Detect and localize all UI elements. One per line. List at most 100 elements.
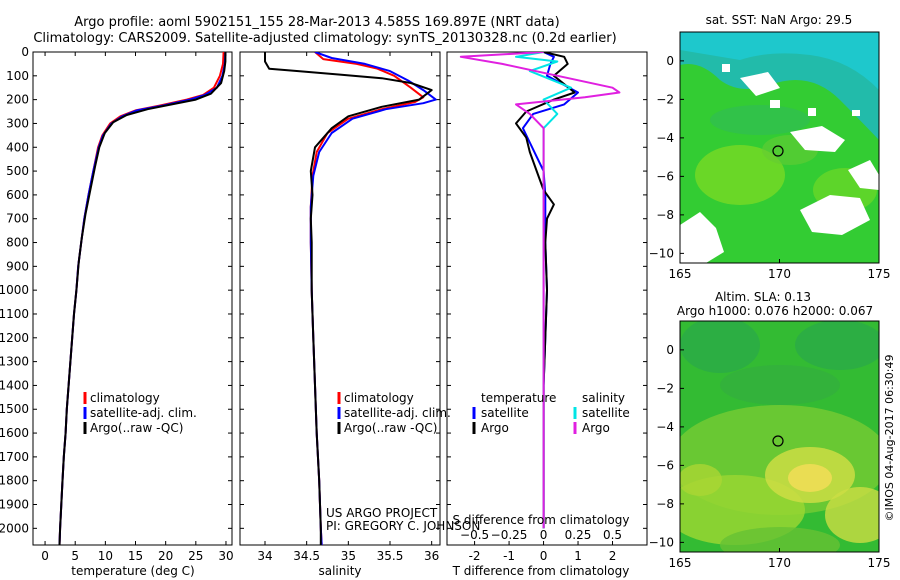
map-y-tick-label: −10 — [649, 535, 674, 549]
y-tick-label: 2000 — [0, 521, 29, 535]
difference-axes: -2 -1 0 1 2 −0.5 −0.25 0 0.25 0.5 — [447, 51, 647, 563]
x-tick-label-t: -2 — [469, 549, 481, 563]
series-line-climatology — [309, 52, 425, 545]
x-tick-label-s: −0.5 — [460, 528, 489, 542]
x-tick-label: 34.5 — [293, 549, 320, 563]
y-tick-label: 1300 — [0, 355, 29, 369]
y-tick-label: 800 — [6, 236, 29, 250]
x-tick-label: 36 — [424, 549, 439, 563]
x-tick-label: 34 — [257, 549, 272, 563]
y-tick-label: 1800 — [0, 474, 29, 488]
y-tick-label: 1500 — [0, 402, 29, 416]
legend-argo: Argo(..raw -QC) — [344, 421, 437, 435]
credit-pi: PI: GREGORY C. JOHNSON — [326, 519, 480, 533]
y-tick-label: 1400 — [0, 378, 29, 392]
x-tick-label-t: 1 — [574, 549, 582, 563]
sla-map-title-1: Altim. SLA: 0.13 — [715, 290, 811, 304]
series-line-t-satellite — [521, 52, 579, 529]
map-y-tick-label: −6 — [656, 458, 674, 472]
sla-map — [679, 320, 880, 553]
title-line-2: Climatology: CARS2009. Satellite-adjuste… — [33, 31, 616, 46]
legend-satellite: satellite-adj. clim. — [344, 406, 451, 420]
series-line-t-argo — [515, 52, 576, 529]
salinity-legend: climatology satellite-adj. clim. Argo(..… — [337, 391, 451, 435]
map-x-tick-label: 170 — [768, 267, 791, 281]
sst-map-title: sat. SST: NaN Argo: 29.5 — [706, 13, 853, 27]
x-tick-label-s: 0 — [540, 528, 548, 542]
x-tick-label-s: −0.25 — [491, 528, 528, 542]
credit-project: US ARGO PROJECT — [326, 506, 438, 520]
legend-temperature-title: temperature — [481, 391, 556, 405]
y-tick-label: 500 — [6, 164, 29, 178]
temperature-xlabel: temperature (deg C) — [71, 564, 194, 578]
map-y-tick-label: −2 — [656, 92, 674, 106]
series-line-satellite — [58, 52, 227, 545]
x-tick-label: 15 — [128, 549, 143, 563]
sst-argo-location-marker — [772, 145, 784, 157]
legend-s-argo: Argo — [582, 421, 610, 435]
legend-climatology: climatology — [90, 391, 160, 405]
legend-t-satellite: satellite — [481, 406, 529, 420]
x-tick-label: 0 — [41, 549, 49, 563]
temperature-plot-frame — [32, 51, 233, 546]
x-tick-label: 10 — [98, 549, 113, 563]
legend-satellite: satellite-adj. clim. — [90, 406, 197, 420]
map-x-tick-label: 165 — [669, 267, 692, 281]
title-line-1: Argo profile: aoml 5902151_155 28-Mar-20… — [74, 15, 559, 30]
y-tick-label: 0 — [21, 45, 29, 59]
temperature-lines — [58, 52, 227, 545]
map-y-tick-label: −10 — [649, 246, 674, 260]
y-tick-label: 300 — [6, 116, 29, 130]
y-tick-label: 100 — [6, 69, 29, 83]
map-x-tick-label: 175 — [868, 267, 891, 281]
imos-timestamp: ©IMOS 04-Aug-2017 06:30:49 — [883, 355, 896, 522]
map-y-tick-label: −8 — [656, 497, 674, 511]
map-x-tick-label: 165 — [669, 556, 692, 570]
y-tick-label: 1200 — [0, 331, 29, 345]
x-tick-label: 25 — [188, 549, 203, 563]
x-tick-label-t: 0 — [540, 549, 548, 563]
sla-map-axes: 165 170 175 0 −2 −4 −6 −8 −10 — [649, 343, 891, 570]
y-tick-label: 1100 — [0, 307, 29, 321]
sst-map — [679, 31, 880, 264]
map-y-tick-label: −2 — [656, 381, 674, 395]
x-tick-label: 35.5 — [377, 549, 404, 563]
salinity-lines — [264, 52, 437, 545]
sla-map-title-2: Argo h1000: 0.076 h2000: 0.067 — [677, 304, 873, 318]
y-tick-label: 900 — [6, 259, 29, 273]
map-y-tick-label: −8 — [656, 208, 674, 222]
difference-legend: temperature satellite Argo salinity sate… — [472, 391, 630, 435]
difference-lines — [459, 52, 621, 529]
map-y-tick-label: −6 — [656, 169, 674, 183]
x-tick-label: 5 — [71, 549, 79, 563]
x-tick-label: 35 — [341, 549, 356, 563]
difference-xlabel-t: T difference from climatology — [452, 564, 630, 578]
difference-xlabel-s: S difference from climatology — [453, 513, 630, 527]
series-line-argo — [58, 52, 227, 545]
sla-argo-location-marker — [772, 435, 784, 447]
map-y-tick-label: 0 — [666, 54, 674, 68]
x-tick-label: 20 — [158, 549, 173, 563]
map-y-tick-label: 0 — [666, 343, 674, 357]
y-tick-label: 1900 — [0, 498, 29, 512]
temperature-legend: climatology satellite-adj. clim. Argo(..… — [83, 391, 197, 435]
y-tick-label: 400 — [6, 140, 29, 154]
sst-map-axes: 165 170 175 0 −2 −4 −6 −8 −10 — [649, 54, 891, 281]
salinity-axes: 34 34.5 35 35.5 36 — [240, 51, 440, 563]
series-line-argo — [264, 52, 433, 545]
salinity-plot-frame — [239, 51, 441, 546]
x-tick-label: 30 — [218, 549, 233, 563]
legend-t-argo: Argo — [481, 421, 509, 435]
map-y-tick-label: −4 — [656, 420, 674, 434]
y-tick-label: 1600 — [0, 426, 29, 440]
map-x-tick-label: 175 — [868, 556, 891, 570]
legend-argo: Argo(..raw -QC) — [90, 421, 183, 435]
series-line-climatology — [58, 52, 225, 545]
y-tick-label: 600 — [6, 188, 29, 202]
y-tick-label: 200 — [6, 93, 29, 107]
x-tick-label-t: -1 — [503, 549, 515, 563]
map-y-tick-label: −4 — [656, 131, 674, 145]
series-line-satellite — [309, 52, 437, 545]
map-x-tick-label: 170 — [768, 556, 791, 570]
